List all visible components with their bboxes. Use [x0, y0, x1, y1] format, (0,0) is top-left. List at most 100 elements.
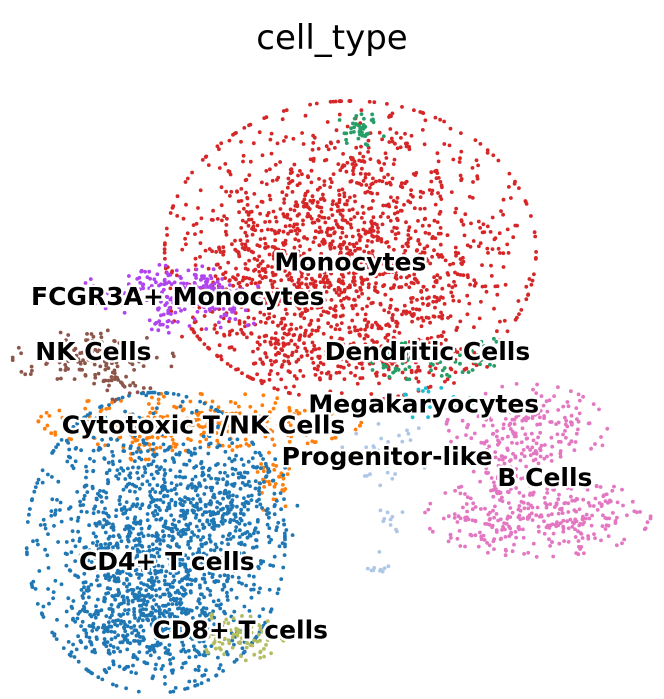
cell-point: [333, 230, 337, 234]
cell-point: [364, 176, 368, 180]
cell-point: [504, 283, 508, 287]
cell-point: [107, 578, 111, 582]
cell-point: [522, 448, 526, 452]
cell-point: [60, 520, 64, 524]
cell-point: [224, 190, 228, 194]
cell-point: [266, 264, 270, 268]
cell-point: [407, 229, 411, 233]
cell-point: [325, 230, 329, 234]
cell-point: [608, 499, 612, 503]
cell-point: [461, 506, 465, 510]
cell-point: [288, 362, 292, 366]
cell-point: [206, 678, 210, 682]
cell-point: [367, 297, 371, 301]
cell-point: [550, 445, 554, 449]
cell-point: [85, 470, 89, 474]
cell-point: [376, 192, 380, 196]
cell-point: [273, 457, 277, 461]
cell-point: [203, 542, 207, 546]
cell-point: [208, 523, 212, 527]
cell-point: [213, 327, 217, 331]
cell-point: [113, 375, 117, 379]
cell-point: [216, 579, 220, 583]
cell-point: [310, 181, 314, 185]
cell-point: [486, 225, 490, 229]
cell-point: [506, 448, 510, 452]
cell-point: [146, 449, 150, 453]
cell-point: [241, 533, 245, 537]
cell-point: [491, 247, 495, 251]
cell-point: [557, 542, 561, 546]
cell-point: [156, 533, 160, 537]
cell-point: [534, 250, 538, 254]
cell-point: [361, 228, 365, 232]
cell-point: [362, 211, 366, 215]
cell-point: [371, 182, 375, 186]
cell-point: [92, 449, 96, 453]
cell-point: [250, 441, 254, 445]
cell-point: [465, 518, 469, 522]
cell-point: [489, 418, 493, 422]
cell-point: [78, 537, 82, 541]
cell-point: [338, 328, 342, 332]
cell-point: [49, 514, 53, 518]
cell-point: [97, 510, 101, 514]
cell-point: [34, 485, 38, 489]
cell-point: [495, 512, 499, 516]
cell-point: [37, 419, 41, 423]
cell-point: [46, 424, 50, 428]
cell-point: [441, 369, 445, 373]
cell-point: [273, 401, 277, 405]
cell-point: [152, 477, 156, 481]
cell-point: [279, 207, 283, 211]
cell-point: [217, 147, 221, 151]
cell-point: [134, 485, 138, 489]
cell-point: [146, 512, 150, 516]
cell-point: [235, 505, 239, 509]
cell-point: [447, 284, 451, 288]
cell-point: [55, 618, 59, 622]
cell-point: [334, 327, 338, 331]
cell-point: [384, 151, 388, 155]
cell-point: [171, 581, 175, 585]
cell-point: [25, 552, 29, 556]
cell-point: [284, 224, 288, 228]
cell-point: [214, 477, 218, 481]
cell-point: [189, 583, 193, 587]
cell-point: [311, 141, 315, 145]
cell-point: [300, 312, 304, 316]
cell-point: [452, 280, 456, 284]
cell-point: [180, 335, 184, 339]
cell-point: [169, 690, 173, 694]
cell-point: [36, 602, 40, 606]
cell-point: [511, 452, 515, 456]
cell-point: [238, 528, 242, 532]
cell-point: [153, 667, 157, 671]
cell-point: [509, 458, 513, 462]
cell-point: [226, 505, 230, 509]
cell-point: [437, 315, 441, 319]
cell-point: [334, 219, 338, 223]
cell-point: [137, 650, 141, 654]
cell-point: [351, 162, 355, 166]
cell-point: [107, 461, 111, 465]
cell-point: [327, 148, 331, 152]
cell-point: [461, 370, 465, 374]
cell-point: [488, 543, 492, 547]
cell-point: [529, 453, 533, 457]
cell-point: [69, 654, 73, 658]
cell-point: [287, 391, 291, 395]
cell-point: [442, 142, 446, 146]
cell-point: [296, 183, 300, 187]
cell-point: [354, 428, 358, 432]
cell-point: [145, 479, 149, 483]
cell-point: [140, 269, 144, 273]
cell-point: [506, 435, 510, 439]
cell-point: [525, 437, 529, 441]
cell-point: [226, 577, 230, 581]
cell-point: [235, 520, 239, 524]
cell-point: [213, 323, 217, 327]
cell-point: [561, 530, 565, 534]
cell-point: [385, 156, 389, 160]
cell-point: [465, 510, 469, 514]
